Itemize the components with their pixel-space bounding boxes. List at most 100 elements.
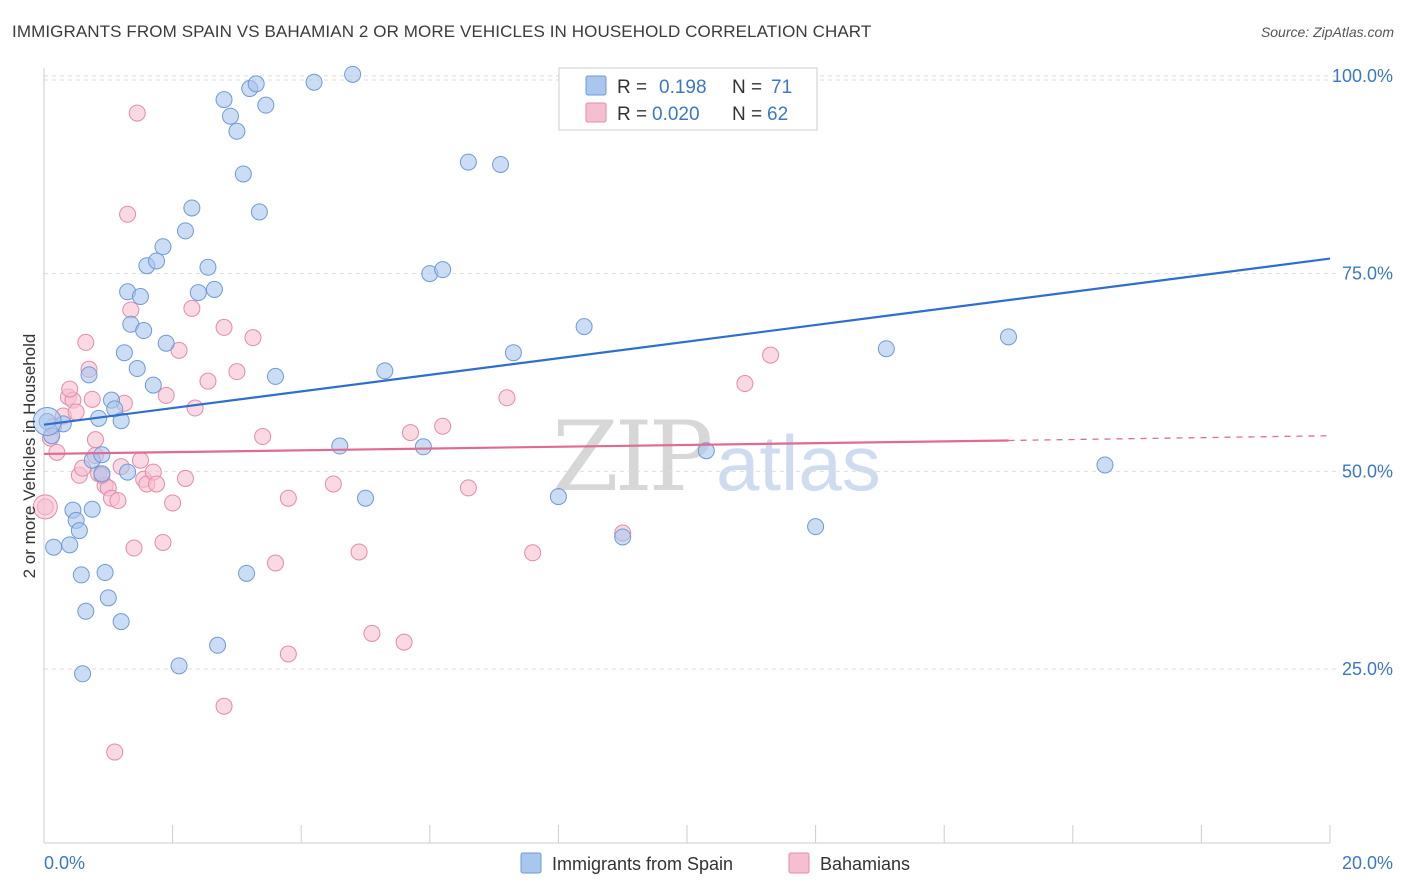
x-tick-label: 0.0% [44, 853, 85, 873]
spain-point [112, 613, 130, 631]
bahamians-point [363, 624, 381, 642]
spain-point [70, 522, 88, 540]
bahamians-point [183, 299, 201, 317]
bahamians-point [119, 205, 137, 223]
spain-point [575, 318, 593, 336]
bahamians-point [32, 494, 58, 520]
y-tick-label: 50.0% [1342, 461, 1393, 481]
spain-point [131, 288, 149, 306]
bahamians-point [215, 318, 233, 336]
spain-point [96, 564, 114, 582]
spain-point [549, 488, 567, 506]
bahamians-point [164, 494, 182, 512]
spain-point [93, 446, 111, 464]
bahamians-point [176, 469, 194, 487]
spain-point [93, 465, 111, 483]
spain-point [247, 75, 265, 93]
chart-title: IMMIGRANTS FROM SPAIN VS BAHAMIAN 2 OR M… [12, 22, 872, 41]
spain-point [221, 107, 239, 125]
source-credit: Source: ZipAtlas.com [1260, 24, 1394, 40]
bahamians-point [228, 363, 246, 381]
spain-point [1096, 456, 1114, 474]
spain-point [45, 538, 63, 556]
spain-point [238, 564, 256, 582]
bahamians-point [350, 543, 368, 561]
bahamians-point [170, 341, 188, 359]
spain-point [83, 500, 101, 518]
spain-point [176, 222, 194, 240]
spain-point [112, 412, 130, 430]
spain-point [344, 65, 362, 83]
spain-point [148, 252, 166, 270]
spain-point [376, 362, 394, 380]
bahamians-point [128, 104, 146, 122]
spain-point [414, 438, 432, 456]
legend-swatch-spain [520, 852, 542, 874]
y-tick-label: 75.0% [1342, 264, 1393, 284]
bahamians-point [215, 697, 233, 715]
spain-point [74, 665, 92, 683]
spain-point [170, 657, 188, 675]
legend-n-label: N = [732, 104, 762, 125]
bahamians-point [324, 475, 342, 493]
watermark-atlas: atlas [716, 419, 881, 507]
spain-point [157, 334, 175, 352]
spain-point [257, 96, 275, 114]
legend-r-label: R = [617, 77, 647, 98]
watermark-zip: ZIP [552, 401, 711, 513]
spain-point [492, 155, 510, 173]
spain-point [80, 366, 98, 384]
bahamians-point [186, 399, 204, 417]
bahamians-point [86, 431, 104, 449]
spain-trend-line [43, 257, 1331, 426]
spain-point [434, 261, 452, 279]
y-tick-label: 25.0% [1342, 659, 1393, 679]
spain-point [215, 91, 233, 109]
bahamians-point [122, 301, 140, 319]
stats-legend: R = 0.198 N = 71 R = 0.020 N = 62 [558, 67, 818, 131]
legend-r-value-bahamians: 0.020 [652, 104, 700, 125]
bahamians-point [125, 539, 143, 557]
spain-point [199, 258, 217, 276]
spain-point [128, 360, 146, 378]
bahamians-point [434, 417, 452, 435]
series-legend: Immigrants from Spain Bahamians [520, 852, 910, 874]
spain-point [189, 284, 207, 302]
legend-n-value-bahamians: 62 [767, 104, 788, 125]
bahamians-point [244, 329, 262, 347]
bahamians-point [459, 479, 477, 497]
bahamians-trend-extension [1008, 435, 1331, 442]
bahamians-trend-line [43, 439, 1009, 456]
spain-point [266, 367, 284, 385]
x-tick-label: 20.0% [1342, 853, 1393, 873]
spain-point [72, 566, 90, 584]
spain-point [61, 536, 79, 554]
spain-point [228, 122, 246, 140]
y-axis-title: 2 or more Vehicles in Household [20, 334, 39, 579]
legend-swatch-bahamians [788, 852, 810, 874]
bahamians-point [254, 428, 272, 446]
bahamians-point [157, 386, 175, 404]
bahamians-point [148, 475, 166, 493]
spain-point [504, 344, 522, 362]
bahamians-point [131, 451, 149, 469]
legend-n-label: N = [732, 77, 762, 98]
spain-point [183, 199, 201, 217]
spain-point [77, 602, 95, 620]
bahamians-point [199, 372, 217, 390]
spain-point [877, 340, 895, 358]
spain-point [1000, 328, 1017, 346]
axes [43, 68, 1331, 844]
spain-point [135, 322, 153, 340]
legend-r-value-spain: 0.198 [659, 77, 707, 98]
spain-point [331, 437, 349, 455]
spain-point [459, 153, 477, 171]
spain-point [205, 280, 223, 298]
legend-swatch-bahamians [585, 102, 607, 123]
spain-points [32, 65, 1114, 683]
legend-r-label: R = [617, 104, 647, 125]
spain-point [119, 463, 137, 481]
spain-point [234, 165, 252, 183]
bahamians-point [77, 333, 95, 351]
